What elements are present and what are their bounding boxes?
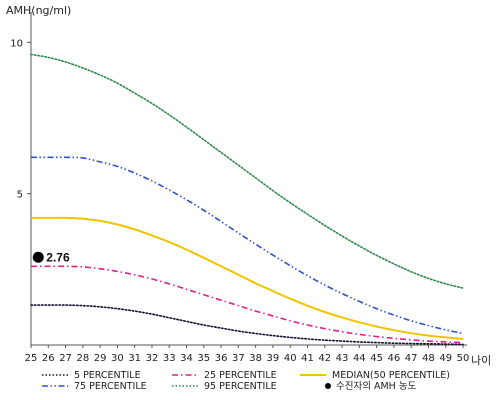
x-tick-label: 50	[457, 353, 470, 364]
axes: 25 26 27 28 29 30 31 32 33 34 35 36 37 38 39 40 41 42 43 44…	[6, 4, 491, 367]
y-ticks: 5 10	[10, 38, 31, 201]
x-tick-label: 30	[111, 353, 124, 364]
x-tick-label: 43	[336, 353, 349, 364]
legend-label: 수진자의 AMH 농도	[336, 381, 417, 392]
x-tick-label: 49	[439, 353, 452, 364]
x-tick-label: 31	[128, 353, 141, 364]
y-tick-label: 10	[10, 38, 23, 49]
legend-swatch-patient-point	[325, 383, 331, 389]
x-tick-label: 42	[318, 353, 331, 364]
series-line-5-percentile	[30, 304, 464, 346]
legend-label: MEDIAN(50 PERCENTILE)	[332, 370, 450, 381]
x-tick-label: 33	[163, 353, 176, 364]
series-line-95-percentile	[30, 53, 464, 289]
x-tick-label: 28	[76, 353, 89, 364]
x-tick-label: 36	[215, 353, 228, 364]
series-line-median-50-percentile	[30, 216, 464, 340]
x-tick-label: 41	[301, 353, 314, 364]
x-axis-title: 나이	[471, 354, 491, 367]
x-tick-label: 38	[249, 353, 262, 364]
x-tick-label: 27	[59, 353, 72, 364]
x-tick-label: 45	[370, 353, 383, 364]
x-tick-label: 39	[267, 353, 280, 364]
x-tick-label: 48	[422, 353, 435, 364]
patient-amh-value-label: 2.76	[46, 251, 70, 265]
legend-label: 25 PERCENTILE	[204, 370, 277, 381]
x-tick-label: 40	[284, 353, 297, 364]
y-axis-title: AMH(ng/ml)	[6, 4, 71, 17]
legend-label: 5 PERCENTILE	[74, 370, 141, 381]
x-tick-label: 35	[197, 353, 210, 364]
x-tick-label: 25	[25, 353, 38, 364]
series-group	[30, 53, 464, 346]
x-tick-label: 47	[405, 353, 418, 364]
legend-label: 75 PERCENTILE	[74, 381, 147, 392]
x-tick-label: 46	[388, 353, 401, 364]
y-tick-label: 5	[17, 190, 23, 201]
x-tick-label: 32	[146, 353, 159, 364]
patient-amh-point	[32, 251, 44, 263]
series-line-25-percentile	[31, 265, 464, 344]
series-line-75-percentile	[31, 156, 464, 335]
legend: 5 PERCENTILE 25 PERCENTILE MEDIAN(50 PERCE…	[42, 370, 450, 392]
x-tick-label: 37	[232, 353, 245, 364]
x-tick-label: 44	[353, 353, 366, 364]
x-tick-label: 29	[94, 353, 107, 364]
x-ticks: 25 26 27 28 29 30 31 32 33 34 35 36 37 38 39 40 41 42 43 44…	[25, 345, 470, 364]
x-tick-label: 34	[180, 353, 193, 364]
legend-label: 95 PERCENTILE	[204, 381, 277, 392]
x-tick-label: 26	[42, 353, 55, 364]
points-group: 2.76	[32, 251, 70, 265]
